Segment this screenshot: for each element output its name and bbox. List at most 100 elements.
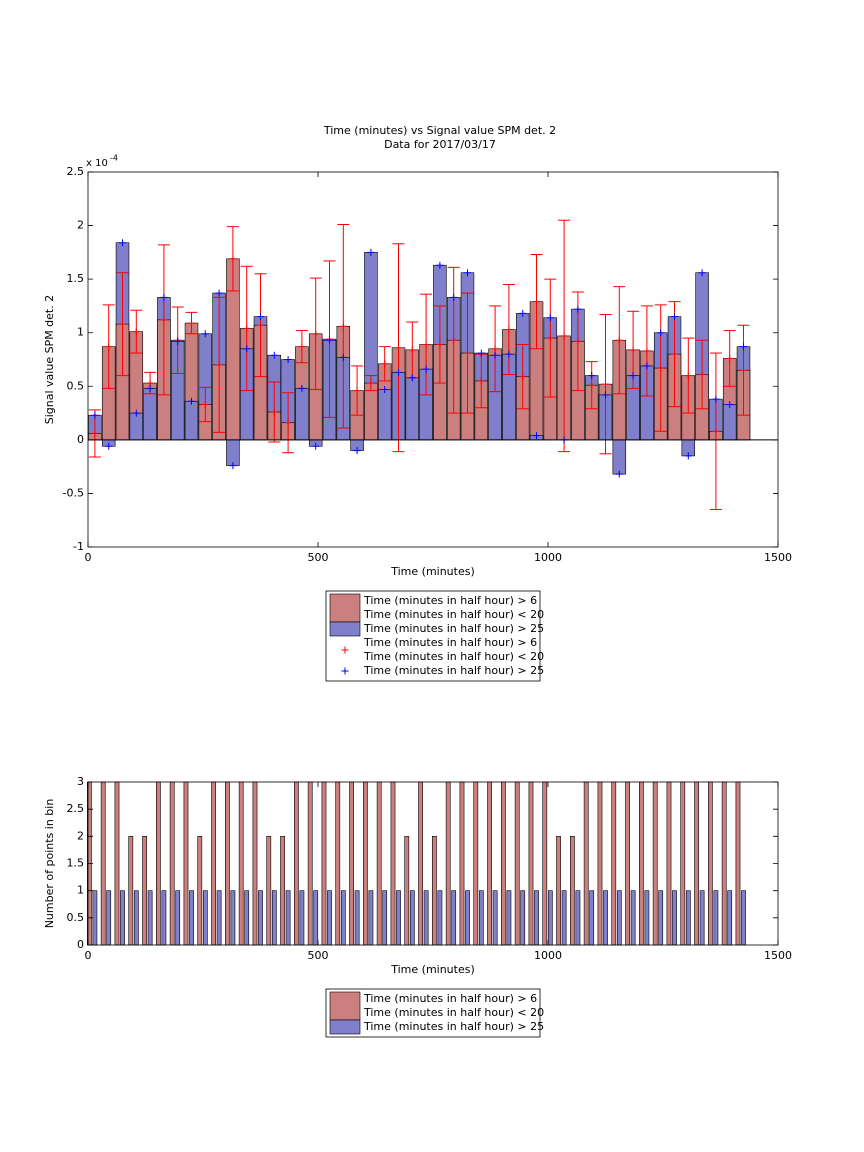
marker [422, 341, 430, 348]
bar [487, 781, 492, 946]
marker [408, 346, 416, 354]
bar [727, 890, 733, 946]
marker [671, 313, 678, 321]
marker [353, 447, 361, 455]
marker [243, 324, 251, 332]
bar [432, 836, 437, 946]
marker [408, 374, 416, 382]
bar [133, 890, 139, 946]
marker [698, 371, 706, 378]
marker [615, 470, 623, 478]
bar [639, 781, 644, 946]
marker [188, 397, 195, 405]
bar [295, 388, 309, 441]
x-tick-label: 500 [308, 949, 329, 962]
marker [657, 329, 665, 337]
bar [354, 890, 360, 946]
legend-swatch [329, 593, 361, 623]
marker [505, 350, 513, 358]
marker [284, 419, 292, 427]
marker [574, 305, 582, 313]
y-axis-label: Number of points in bin [43, 799, 56, 929]
marker [160, 316, 168, 324]
bar [244, 890, 250, 946]
bar [114, 781, 120, 946]
bar [120, 890, 125, 946]
marker [229, 255, 237, 263]
bar [313, 890, 319, 946]
bar [506, 890, 512, 946]
legend-marker [341, 646, 349, 654]
bar [666, 781, 672, 946]
bar [321, 781, 327, 946]
y-tick-label: -0.5 [63, 486, 84, 499]
bar [225, 781, 230, 946]
marker [740, 366, 747, 374]
bar [142, 836, 147, 946]
y-tick-label: 3 [77, 775, 84, 788]
bar [106, 890, 112, 946]
bar [230, 890, 236, 946]
marker [602, 380, 609, 388]
bar [652, 781, 658, 946]
marker [726, 354, 734, 362]
marker [298, 384, 306, 392]
bar [547, 890, 553, 946]
marker [505, 326, 513, 333]
marker [643, 362, 651, 370]
bar [680, 781, 686, 946]
bar [211, 781, 216, 946]
y-axis-label: Signal value SPM det. 2 [43, 295, 56, 425]
marker [464, 269, 471, 277]
y-tick-label: 0.5 [67, 379, 85, 392]
marker [726, 401, 734, 408]
bar [459, 781, 465, 946]
marker [339, 322, 347, 330]
marker [602, 391, 609, 399]
bar [92, 890, 98, 946]
marker [491, 351, 499, 359]
marker [395, 344, 402, 352]
legend-swatch [329, 1019, 361, 1035]
bar [451, 890, 457, 946]
legend-box [325, 988, 541, 1038]
legend-marker [341, 667, 349, 675]
axes-box [87, 171, 779, 548]
bar [390, 781, 396, 946]
marker [450, 336, 458, 344]
marker [533, 432, 540, 440]
marker [519, 373, 527, 381]
bar [570, 836, 575, 946]
bar [583, 781, 589, 946]
legend-label: Time (minutes in half hour) > 6 Time (min… [363, 992, 544, 1019]
marker [353, 387, 361, 395]
bar [280, 836, 285, 946]
bar [252, 781, 258, 946]
y-tick-label: 2.5 [67, 165, 85, 178]
marker [201, 401, 209, 408]
bar [147, 890, 153, 946]
marker [533, 298, 540, 306]
bar [528, 781, 534, 946]
bar [694, 781, 699, 946]
marker [146, 384, 154, 392]
bar [616, 890, 622, 946]
marker [339, 353, 347, 361]
marker [367, 379, 375, 387]
x-tick-label: 1500 [764, 949, 792, 962]
marker [257, 321, 264, 329]
bar [363, 781, 368, 946]
chart-title: Time (minutes) vs Signal value SPM det. … [323, 124, 556, 137]
y-tick-label: 0 [77, 433, 84, 446]
bar [335, 781, 341, 946]
marker [477, 377, 485, 385]
bar [327, 890, 332, 946]
bar [630, 890, 636, 946]
bar [382, 890, 388, 946]
bar [708, 781, 713, 946]
bar [238, 781, 244, 946]
y-tick-label: 2 [77, 829, 84, 842]
legend: Time (minutes in half hour) > 6 Time (min… [325, 590, 544, 682]
marker [477, 349, 485, 357]
bar [202, 890, 208, 946]
